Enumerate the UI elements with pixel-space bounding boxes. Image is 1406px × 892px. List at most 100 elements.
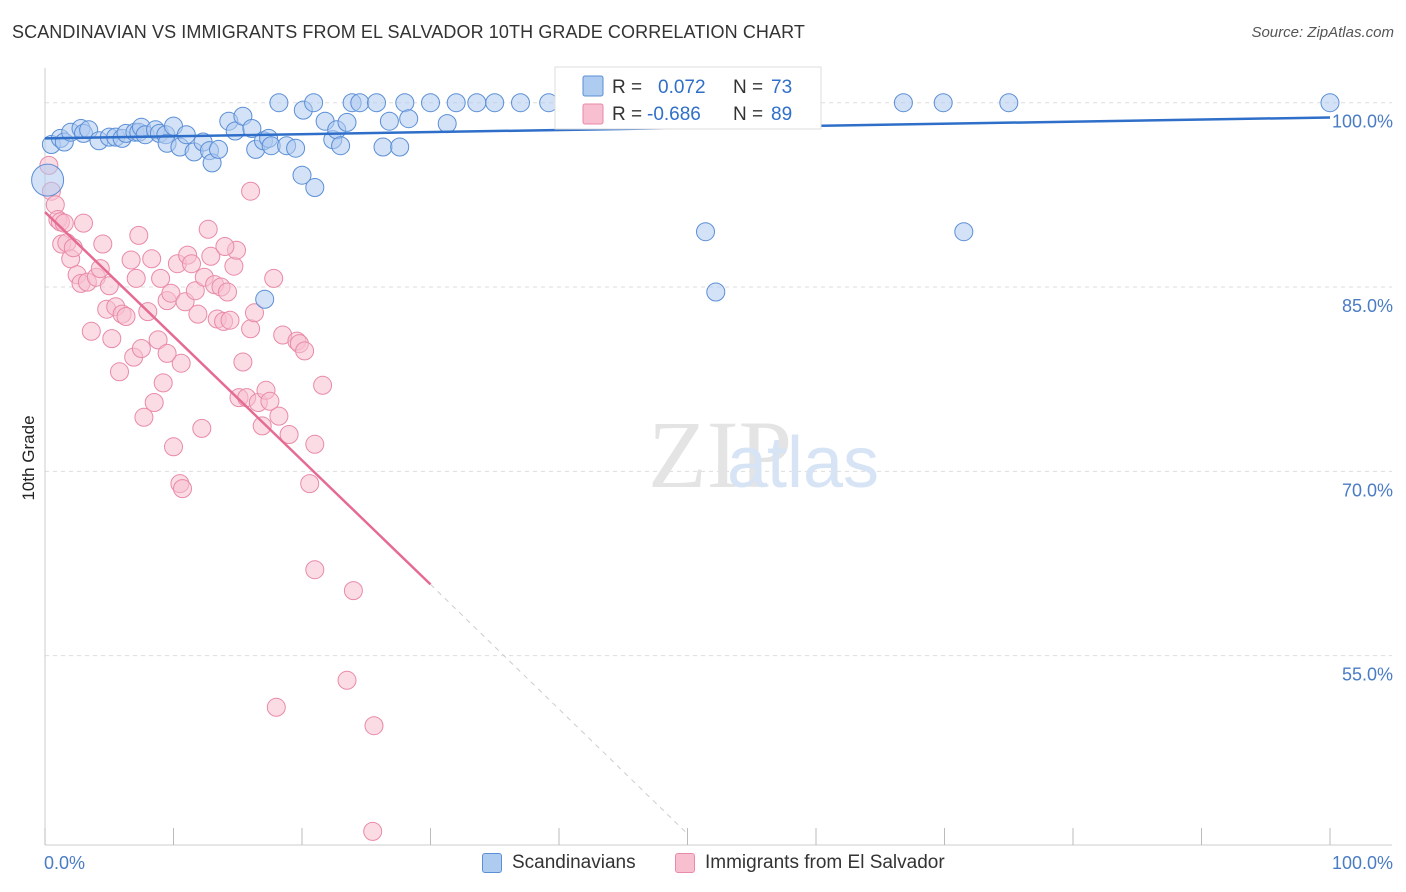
data-point <box>305 560 325 580</box>
stats-n-value-2: 89 <box>771 104 792 125</box>
data-point <box>279 425 299 444</box>
data-point <box>255 289 275 309</box>
data-point <box>157 343 177 363</box>
data-point <box>142 249 162 269</box>
data-point <box>110 362 129 382</box>
pink-series <box>39 155 384 841</box>
data-point <box>511 93 530 113</box>
data-point <box>144 393 164 412</box>
data-point <box>337 670 357 690</box>
data-point <box>999 93 1019 113</box>
data-point <box>696 222 715 242</box>
data-point <box>260 391 280 411</box>
data-point <box>74 213 93 233</box>
data-point <box>102 329 122 349</box>
data-point <box>954 222 974 242</box>
stats-n-label-2: N = <box>733 104 763 125</box>
data-point <box>437 114 457 134</box>
data-point <box>209 139 228 159</box>
bottom-legend: Scandinavians Immigrants from El Salvado… <box>0 850 1406 880</box>
tick-labels: 100.0% 85.0% 70.0% 55.0% 0.0% 100.0% <box>44 112 1393 873</box>
data-point <box>201 246 221 266</box>
data-point <box>305 178 325 197</box>
data-point <box>131 339 151 358</box>
data-point <box>31 163 65 197</box>
data-point <box>337 112 357 132</box>
data-point <box>313 375 333 395</box>
data-point <box>126 268 146 288</box>
data-point <box>421 93 440 113</box>
data-point <box>241 319 261 339</box>
legend-swatch-blue <box>482 853 502 873</box>
data-point <box>269 406 289 426</box>
stats-r-value-2: -0.686 <box>647 104 701 125</box>
stats-n-value-1: 73 <box>771 77 792 98</box>
data-point <box>151 268 171 288</box>
stats-r-label-1: R = <box>612 77 642 98</box>
stats-legend-swatch-pink <box>582 103 604 125</box>
data-point <box>264 268 284 288</box>
data-point <box>129 225 149 245</box>
data-point <box>304 93 324 113</box>
chart-source: Source: ZipAtlas.com <box>1251 24 1394 41</box>
watermark-zip: ZIP <box>648 401 792 508</box>
data-point <box>81 321 101 341</box>
data-point <box>93 234 113 254</box>
watermark-atlas: atlas <box>727 423 879 503</box>
data-point <box>373 137 393 157</box>
data-point <box>390 137 410 157</box>
data-point <box>363 821 383 841</box>
data-point <box>706 282 726 302</box>
data-point <box>220 310 240 330</box>
data-point <box>242 119 262 138</box>
stats-legend-swatch-blue <box>582 75 604 97</box>
x-tick-label-min: 0.0% <box>44 853 85 873</box>
stats-r-label-2: R = <box>612 104 642 125</box>
data-point <box>164 437 183 457</box>
legend-item-scandinavians: Scandinavians <box>482 852 636 874</box>
stats-legend: R = 0.072 N = 73 R = -0.686 N = 89 <box>554 66 822 130</box>
stats-r-value-1: 0.072 <box>658 77 706 98</box>
data-point <box>269 93 289 113</box>
data-point <box>933 93 953 113</box>
data-point <box>218 282 237 302</box>
data-point <box>331 136 351 156</box>
data-point <box>379 111 399 131</box>
data-point <box>192 418 212 438</box>
data-point <box>286 138 306 158</box>
data-point <box>446 93 466 113</box>
y-axis-title: 10th Grade <box>19 415 38 500</box>
data-point <box>182 254 201 274</box>
data-point <box>295 341 315 361</box>
y-tick-label: 55.0% <box>1342 665 1393 685</box>
data-point <box>171 353 191 373</box>
chart-title: SCANDINAVIAN VS IMMIGRANTS FROM EL SALVA… <box>12 22 805 42</box>
data-point <box>350 93 370 113</box>
stats-n-label-1: N = <box>733 77 763 98</box>
data-point <box>364 716 384 736</box>
data-point <box>233 352 253 372</box>
data-point <box>90 259 110 279</box>
data-point <box>99 276 119 296</box>
data-point <box>266 697 286 717</box>
trend-line-pink-extension <box>430 584 688 835</box>
data-point <box>188 304 208 324</box>
legend-item-el-salvador: Immigrants from El Salvador <box>675 852 945 874</box>
y-tick-label: 70.0% <box>1342 480 1393 500</box>
trend-line-pink <box>44 211 432 586</box>
data-point <box>1320 93 1340 113</box>
data-point <box>116 307 136 326</box>
data-point <box>893 93 913 113</box>
data-point <box>161 283 181 303</box>
x-tick-label-max: 100.0% <box>1332 853 1393 873</box>
legend-label-scandinavians: Scandinavians <box>512 852 636 873</box>
data-point <box>467 93 487 113</box>
data-point <box>153 373 173 393</box>
data-point <box>245 303 264 323</box>
y-tick-label: 100.0% <box>1332 112 1393 132</box>
data-point <box>292 165 312 185</box>
data-point <box>198 219 218 239</box>
data-point <box>215 237 235 256</box>
data-point <box>134 407 154 427</box>
